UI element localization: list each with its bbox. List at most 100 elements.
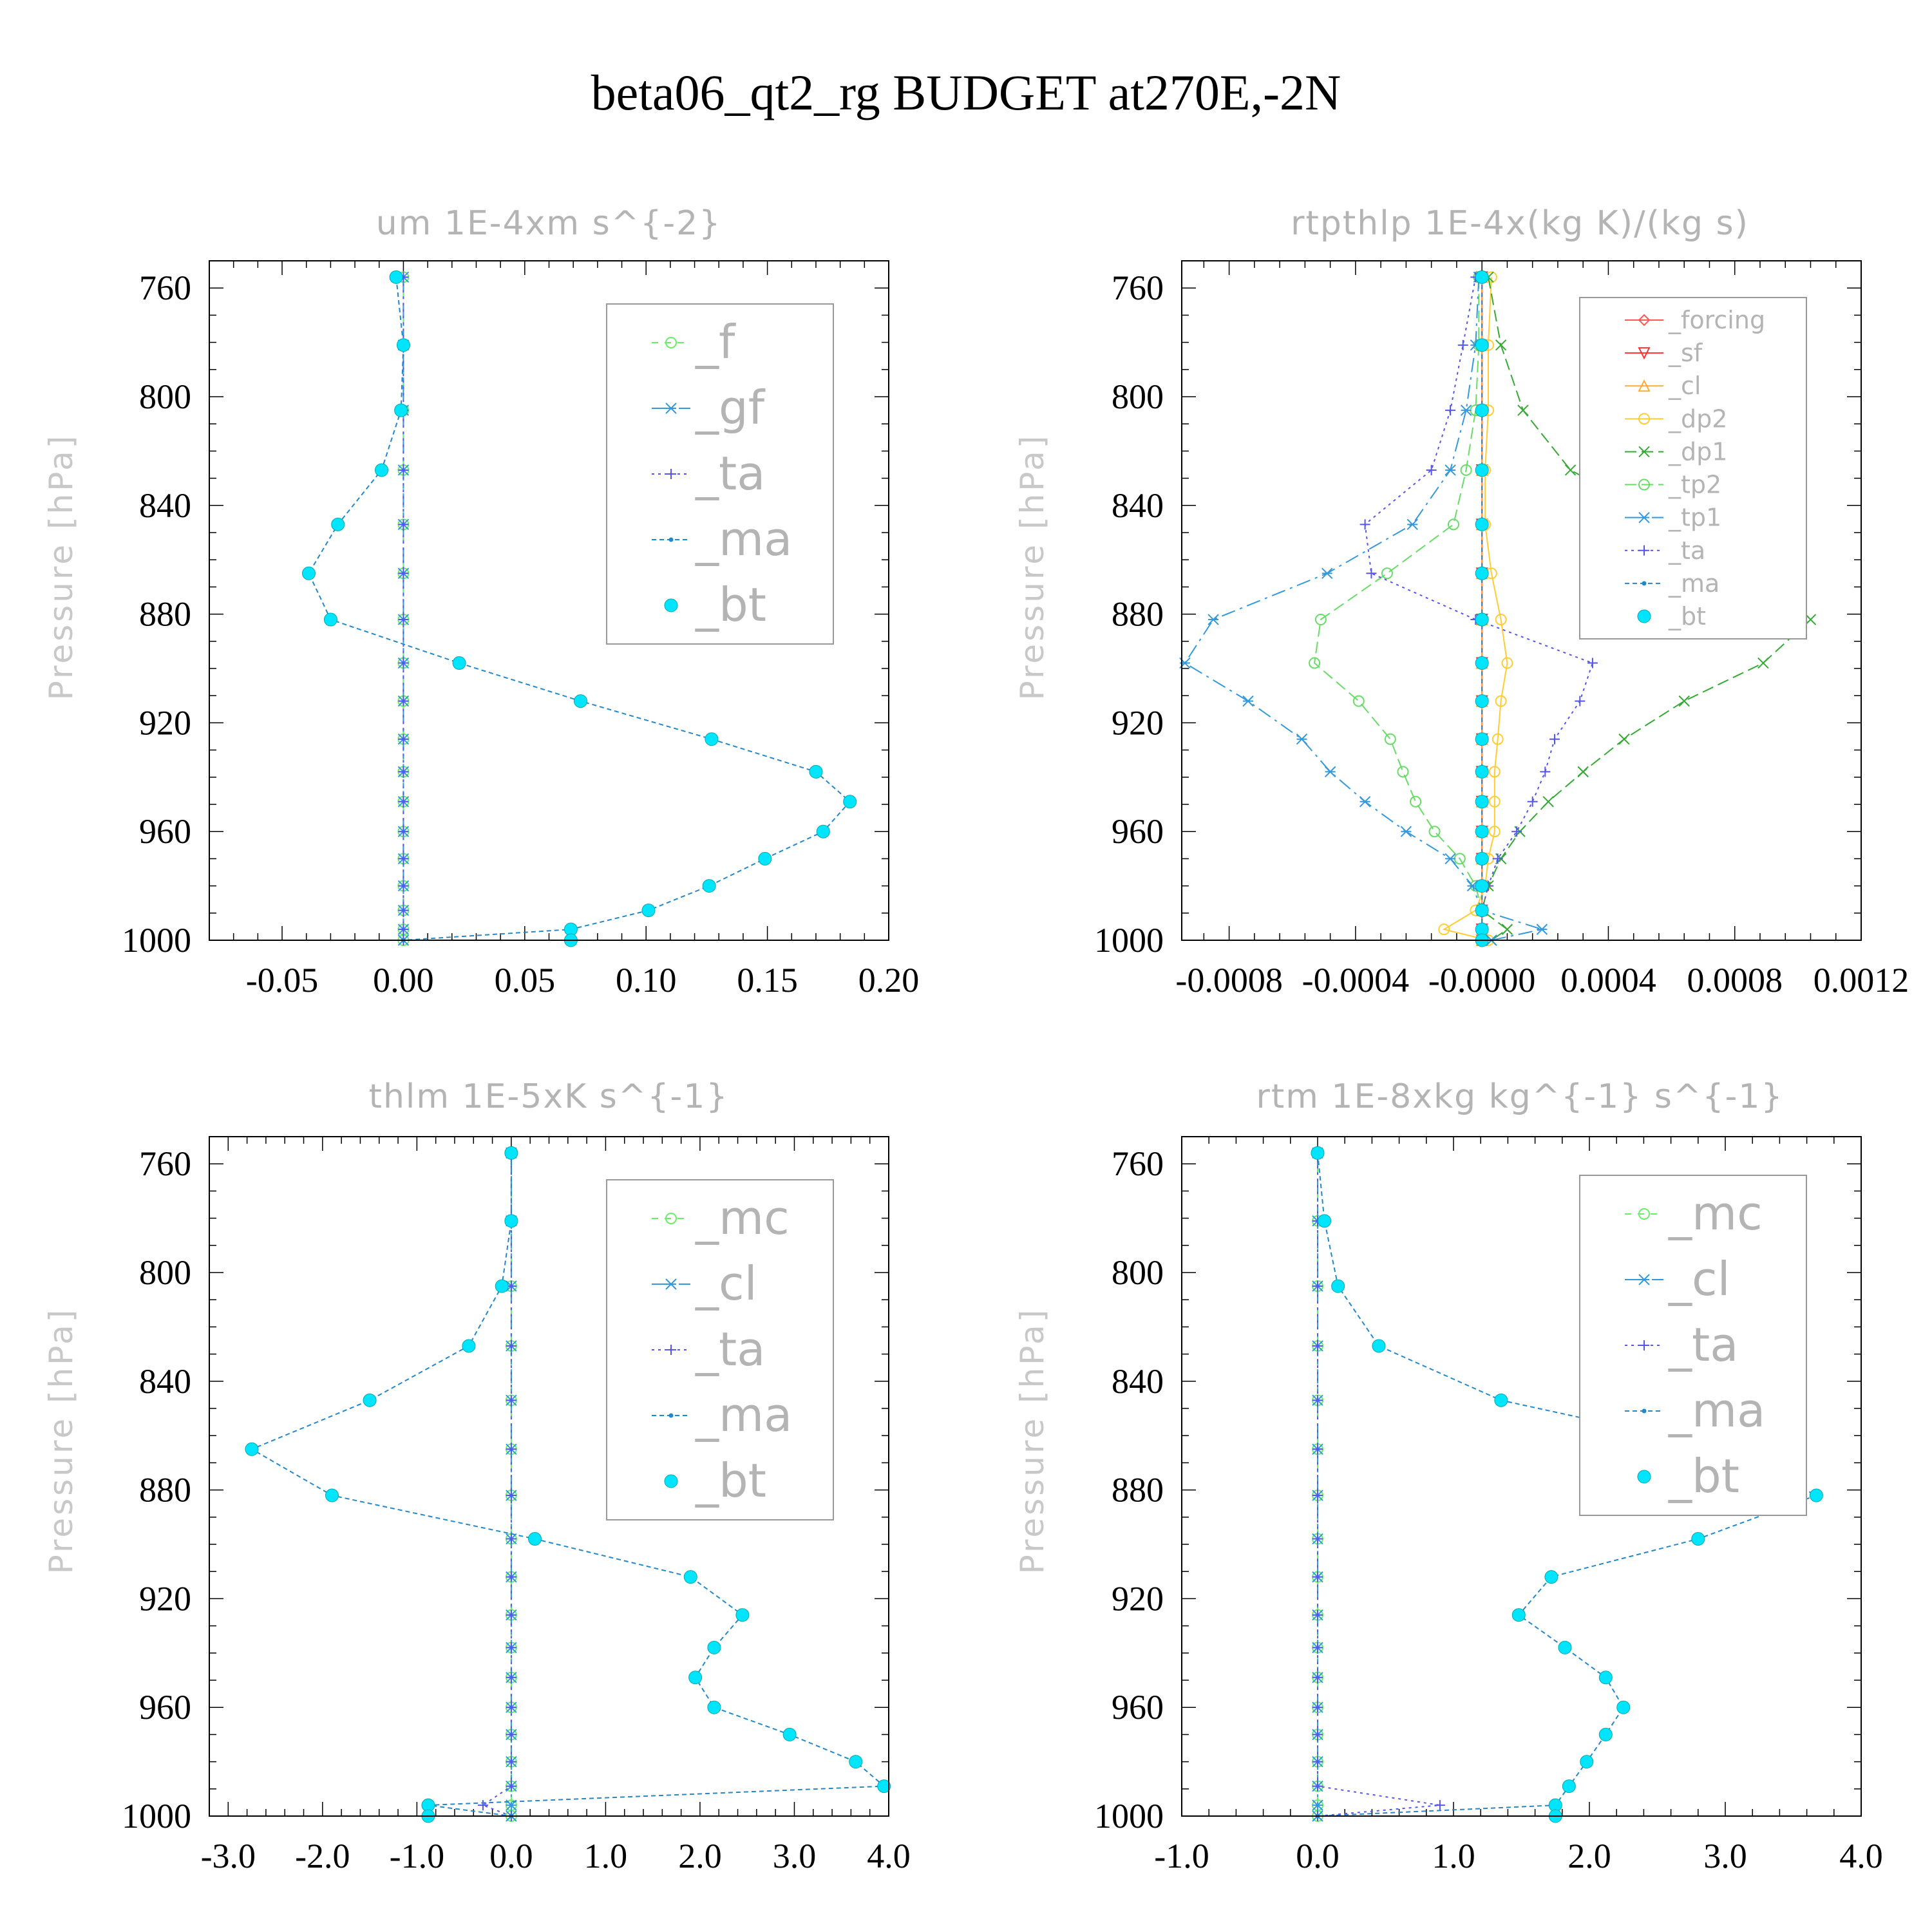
x-tick-label: 0.20 [858,961,920,999]
marker [245,1442,259,1456]
marker [707,1640,721,1654]
marker [1501,657,1513,669]
marker [1312,1781,1323,1792]
marker [1580,1755,1594,1769]
marker [1638,379,1651,392]
legend-label: _dp2 [1668,404,1727,433]
marker [1639,1340,1649,1350]
x-tick-label: 0.10 [616,961,677,999]
marker [1438,923,1450,936]
plot-frame [209,1136,889,1817]
marker [398,519,409,530]
panel-title: rtpthlp 1E-4x(kg K)/(kg s) [1291,204,1749,243]
panel-title: um 1E-4xm s^{-2} [376,204,722,243]
marker [1475,879,1489,893]
marker [1397,766,1409,778]
marker [1492,733,1504,745]
marker [504,1146,518,1160]
legend-frame [1579,1175,1807,1516]
marker [1457,339,1468,350]
panel-um: um 1E-4xm s^{-2} Pressure [hPa] 760 800 84… [43,204,919,999]
marker [504,1214,518,1228]
y-tick-label: 800 [1112,1253,1164,1292]
marker [1638,511,1650,524]
marker [1637,609,1651,623]
x-tick-label: 2.0 [678,1837,722,1875]
marker [1577,766,1589,778]
marker [1208,614,1219,625]
legend-label: _forcing [1668,306,1765,334]
ticks: 760 800 840 880 920 960 1000 -0.05 0.00 0.05 0.10 0… [122,260,920,999]
marker [398,734,409,744]
marker [398,880,409,891]
y-axis-label: Pressure [hPa] [43,433,80,701]
marker [1410,795,1422,808]
series-lines [1179,270,1817,947]
marker [641,904,656,918]
legend-label: _ma [1668,569,1719,598]
y-tick-label: 840 [1112,1362,1164,1401]
x-tick-label: -0.05 [246,961,318,999]
marker [666,469,676,479]
marker [1517,404,1529,416]
x-tick-label: 0.00 [373,961,434,999]
y-tick-label: 920 [1112,703,1164,742]
marker [809,764,823,779]
marker [1366,568,1377,579]
legend: _forcing _sf _cl _dp2 _dp1 _tp2 _tp1 _ta _ma _bt [1579,297,1807,639]
marker [301,566,316,580]
marker [389,270,403,284]
y-tick-label: 1000 [1094,921,1164,960]
y-tick-label: 760 [139,1144,191,1183]
marker [1558,1640,1572,1654]
ticks: 760 800 840 880 920 960 1000 -3.0 -2.0 -1.0 0.0 1.0… [122,1136,911,1875]
y-tick-label: 800 [139,377,191,416]
marker [849,1755,863,1769]
legend-label: _dp1 [1668,437,1727,466]
marker [1638,347,1651,360]
marker [1638,446,1650,458]
marker [1511,1608,1526,1622]
marker [843,795,857,809]
y-tick-label: 960 [139,1688,191,1727]
marker [1642,1408,1647,1414]
marker [1312,1395,1323,1406]
marker [1598,1671,1613,1685]
x-tick-label: 0.0 [489,1837,533,1875]
legend-label: _sf [1668,339,1703,367]
marker [1638,314,1651,327]
marker [1475,463,1489,477]
marker [477,1800,488,1811]
legend-label: _ta [1668,536,1705,565]
x-tick-label: 0.0008 [1687,961,1783,999]
marker [1372,1339,1386,1353]
marker [1587,658,1598,668]
x-tick-label: 2.0 [1567,1837,1611,1875]
legend-frame [1579,297,1807,639]
legend-label: _bt [1668,1449,1739,1503]
marker [1475,764,1489,779]
marker [462,1339,476,1353]
marker [1501,923,1513,935]
legend-label: _ta [1668,1318,1738,1372]
legend-frame [606,1179,834,1520]
marker [1428,826,1441,838]
marker [668,537,674,542]
marker [506,1571,516,1582]
marker [506,1781,516,1792]
marker [506,1340,516,1351]
marker [1540,766,1551,777]
marker [1381,567,1393,580]
plot-frame [1181,260,1862,941]
marker [1311,1146,1325,1160]
series-bt [245,1146,891,1823]
marker [1312,1756,1323,1767]
marker [1400,826,1412,837]
y-tick-label: 1000 [1094,1797,1164,1835]
marker [1475,338,1489,352]
marker [1618,734,1630,745]
marker [1352,695,1365,707]
marker [1575,696,1586,706]
marker [1809,1488,1823,1502]
